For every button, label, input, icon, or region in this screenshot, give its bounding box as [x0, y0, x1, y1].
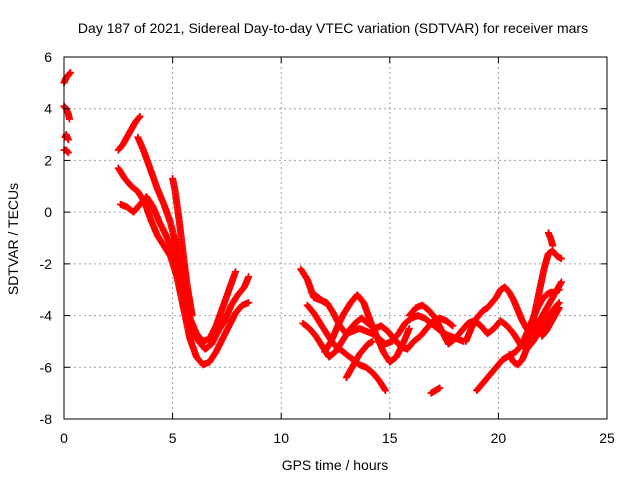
series-track-u [538, 304, 563, 340]
data-point-marker [232, 268, 240, 276]
chart-title: Day 187 of 2021, Sidereal Day-to-day VTE… [78, 20, 588, 36]
x-tick-label: 25 [599, 430, 615, 446]
series-track-r [462, 278, 565, 345]
data-point-marker [436, 384, 444, 392]
series-track-i [169, 175, 196, 320]
data-point-marker [448, 321, 456, 329]
data-point-marker [449, 322, 457, 330]
plot-frame [63, 56, 608, 420]
data-point-marker [555, 304, 563, 312]
data-point-marker [368, 337, 376, 345]
data-point-marker [405, 325, 413, 332]
series-track-t [505, 247, 565, 369]
series-track-o [342, 337, 376, 382]
data-point-marker [67, 69, 75, 77]
series-track-e [114, 112, 144, 154]
series-track-d [60, 146, 72, 157]
series-track-m [308, 288, 329, 307]
y-tick-label: 4 [44, 101, 52, 117]
series-track-q [427, 384, 444, 397]
data-point-marker [188, 312, 196, 320]
axis-ticks [63, 56, 608, 420]
series-track-l [303, 301, 389, 395]
y-tick-labels: -8 -6 -4 -2 0 2 4 6 [40, 49, 53, 427]
x-tick-label: 20 [491, 430, 507, 446]
x-tick-label: 15 [382, 430, 398, 446]
series-track-v [544, 229, 557, 250]
y-tick-label: -6 [40, 359, 53, 375]
data-point-marker [549, 242, 557, 250]
data-point-marker [555, 286, 563, 294]
data-point-marker [320, 298, 328, 306]
data-point-marker [245, 299, 253, 307]
data-point-marker [65, 115, 73, 123]
data-point-marker [135, 114, 143, 122]
y-tick-label: 2 [44, 152, 52, 168]
x-axis-label: GPS time / hours [282, 457, 389, 473]
grid-lines [64, 57, 607, 419]
series-track-k [299, 314, 457, 361]
data-point-marker [557, 278, 565, 286]
y-tick-label: -4 [40, 308, 53, 324]
series-track-c [61, 131, 72, 144]
series-track-n [321, 291, 413, 366]
data-point-marker [136, 112, 144, 120]
x-tick-label: 10 [273, 430, 289, 446]
x-tick-label: 5 [169, 430, 177, 446]
x-tick-labels: 0 5 10 15 20 25 [60, 430, 615, 446]
data-point-marker [381, 387, 389, 395]
series-track-a [60, 69, 75, 87]
data-point-marker [381, 385, 389, 393]
data-point-marker [64, 149, 72, 157]
series-track-h [134, 133, 240, 345]
data-points [60, 69, 565, 397]
x-tick-label: 0 [60, 430, 68, 446]
y-tick-label: -8 [40, 411, 53, 427]
y-tick-label: 6 [44, 49, 52, 65]
data-point-marker [321, 299, 329, 307]
y-axis-label: SDTVAR / TECUs [5, 183, 21, 295]
series-track-b [60, 102, 73, 123]
data-point-marker [64, 136, 72, 144]
data-point-marker [557, 255, 565, 263]
y-tick-label: 0 [44, 204, 52, 220]
y-tick-label: -2 [40, 256, 53, 272]
data-point-marker [245, 273, 253, 281]
